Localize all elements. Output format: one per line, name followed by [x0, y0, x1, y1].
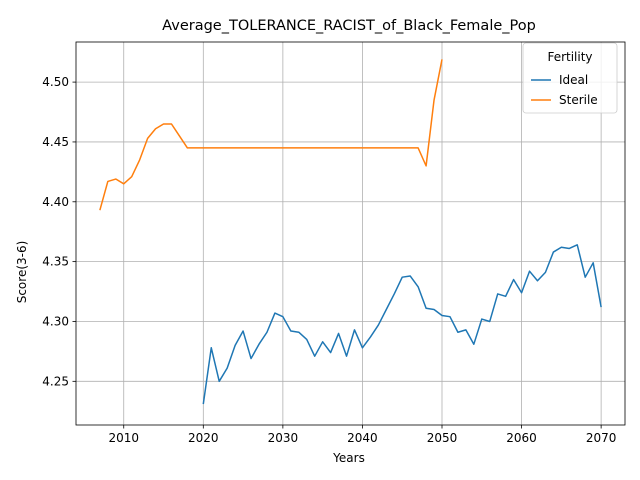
plot-frame — [75, 41, 626, 426]
y-tick-label: 4.40 — [42, 195, 69, 209]
y-tick-label: 4.25 — [42, 374, 69, 388]
legend-items: Ideal Sterile — [531, 73, 598, 107]
y-tick-label: 4.50 — [42, 75, 69, 89]
y-tick-label: 4.30 — [42, 314, 69, 328]
y-tick-label: 4.45 — [42, 135, 69, 149]
y-axis-title: Score(3-6) — [15, 241, 29, 304]
legend-box — [522, 42, 618, 114]
x-tick-label: 2010 — [108, 431, 139, 445]
x-tick-label: 2020 — [188, 431, 219, 445]
x-axis-ticks: 2010 2020 2030 2040 2050 2060 2070 — [108, 425, 616, 445]
x-axis-title: Years — [332, 451, 365, 465]
y-axis-ticks: 4.25 4.30 4.35 4.40 4.45 4.50 — [42, 75, 76, 388]
legend-title: Fertility — [547, 50, 592, 64]
x-tick-label: 2040 — [347, 431, 378, 445]
legend: Fertility Ideal Sterile — [522, 42, 618, 114]
y-tick-label: 4.35 — [42, 255, 69, 269]
x-tick-label: 2050 — [427, 431, 458, 445]
legend-label-sterile: Sterile — [559, 93, 598, 107]
series-lines — [99, 59, 602, 405]
x-tick-label: 2030 — [268, 431, 299, 445]
x-tick-label: 2070 — [586, 431, 617, 445]
series-line-ideal — [202, 244, 602, 405]
legend-label-ideal: Ideal — [559, 73, 588, 87]
series-line-sterile — [99, 59, 443, 211]
x-tick-label: 2060 — [506, 431, 537, 445]
chart-title: Average_TOLERANCE_RACIST_of_Black_Female… — [162, 18, 536, 34]
